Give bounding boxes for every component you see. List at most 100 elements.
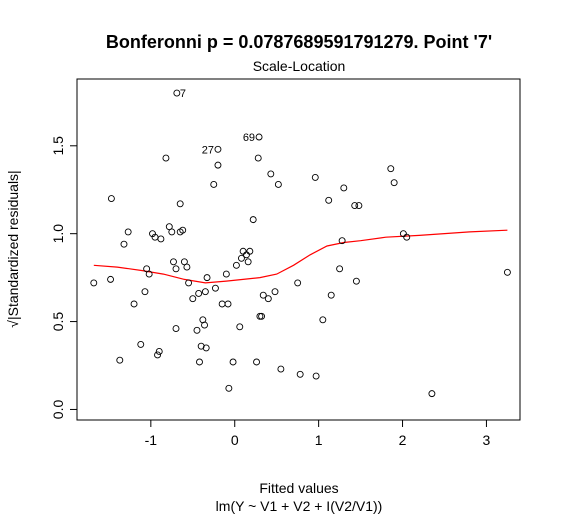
data-point [90, 279, 98, 287]
x-tick-label: -1 [145, 432, 158, 448]
y-axis-label: √|Standardized residuals| [5, 170, 21, 327]
data-point [294, 279, 302, 287]
data-point [232, 261, 240, 269]
data-point [390, 179, 398, 187]
data-point [325, 196, 333, 204]
data-point [214, 161, 222, 169]
point-label: 7 [180, 88, 186, 100]
data-point [202, 344, 210, 352]
data-point [225, 384, 233, 392]
point-label: 69 [243, 132, 255, 144]
data-point [237, 254, 245, 262]
data-point [124, 228, 132, 236]
chart-title: Bonferonni p = 0.0787689591791279. Point… [106, 32, 492, 52]
x-axis-label: Fitted values [259, 480, 338, 496]
data-point [336, 265, 344, 273]
data-point [149, 230, 156, 238]
data-point [338, 237, 346, 245]
data-point [253, 358, 260, 366]
data-point [145, 270, 153, 278]
data-point [340, 184, 348, 192]
data-point [351, 202, 359, 210]
data-point [246, 247, 254, 255]
data-point [211, 284, 219, 292]
data-point [264, 295, 272, 303]
data-point [189, 295, 197, 303]
y-axis: 0.0 0.5 1.0 1.5 [50, 136, 78, 420]
data-point [201, 288, 209, 296]
smooth-line-path [93, 229, 508, 284]
data-point [193, 326, 201, 334]
data-point [179, 226, 187, 234]
data-point [255, 133, 263, 141]
data-point [236, 323, 244, 331]
data-point [107, 275, 115, 283]
data-point [201, 321, 208, 329]
data-point [137, 340, 145, 348]
data-point [141, 288, 149, 296]
y-tick-label: 1.5 [50, 136, 66, 156]
data-point [172, 265, 180, 273]
data-point [170, 258, 177, 266]
data-point [258, 312, 266, 320]
data-point [172, 325, 180, 333]
data-point [277, 365, 285, 373]
data-point [311, 173, 319, 181]
data-point [197, 342, 205, 350]
data-point [222, 270, 230, 278]
data-point [116, 356, 124, 364]
data-point [120, 240, 128, 248]
data-point [355, 202, 363, 210]
data-point [173, 89, 181, 97]
data-point [503, 268, 511, 276]
x-tick-label: 2 [399, 432, 407, 448]
x-axis: -1 0 1 2 3 [145, 419, 491, 448]
data-point [352, 277, 360, 285]
data-point [157, 235, 165, 243]
data-point [229, 358, 237, 366]
data-point [224, 300, 232, 308]
data-point [168, 228, 176, 236]
data-point [249, 216, 257, 224]
data-point [203, 274, 211, 282]
data-point [267, 170, 275, 178]
data-point [254, 154, 262, 162]
point-label: 27 [202, 144, 214, 156]
data-point [214, 145, 222, 153]
plot-area-frame [76, 78, 521, 421]
data-point [387, 165, 395, 173]
data-point [327, 291, 335, 299]
data-point [274, 181, 282, 188]
smooth-trend-line [93, 229, 508, 284]
data-point [296, 370, 304, 378]
x-tick-label: 1 [315, 432, 323, 448]
model-formula-label: lm(Y ~ V1 + V2 + I(V2/V1)) [216, 498, 383, 514]
data-points [90, 89, 511, 398]
data-point [244, 258, 252, 266]
x-tick-label: 0 [231, 432, 239, 448]
y-tick-label: 0.5 [50, 312, 66, 332]
x-tick-label: 3 [483, 432, 491, 448]
data-point [218, 300, 226, 308]
data-point [319, 316, 327, 324]
data-point [243, 251, 250, 259]
y-tick-label: 0.0 [50, 400, 66, 420]
data-point [312, 372, 320, 380]
data-point [183, 263, 191, 271]
data-point [239, 247, 247, 255]
data-point [130, 300, 138, 308]
y-tick-label: 1.0 [50, 224, 66, 244]
data-point [176, 200, 184, 208]
data-point [155, 347, 163, 355]
point-labels: 7 27 69 [180, 88, 255, 156]
data-point [185, 279, 193, 287]
data-point [428, 390, 436, 398]
data-point [210, 181, 218, 188]
data-point [403, 233, 411, 241]
data-point [107, 195, 115, 202]
data-point [195, 289, 203, 297]
data-point [162, 154, 170, 162]
data-point [196, 358, 203, 366]
chart-subtitle: Scale-Location [253, 58, 346, 74]
